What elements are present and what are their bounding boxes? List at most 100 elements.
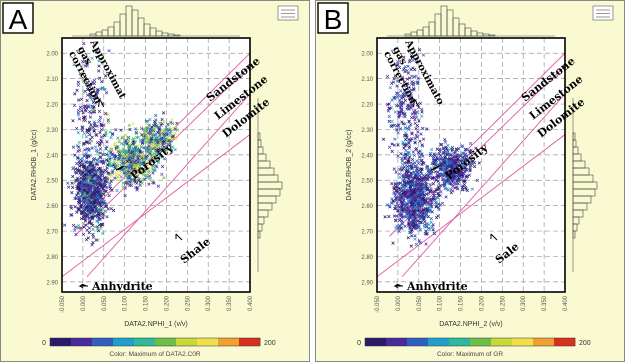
histogram-bar — [488, 34, 496, 37]
data-point — [85, 80, 89, 85]
data-point — [173, 127, 177, 131]
data-point — [66, 185, 71, 189]
data-point — [95, 149, 100, 154]
data-point — [80, 128, 84, 133]
data-point — [142, 173, 146, 177]
data-point — [424, 211, 428, 215]
data-point — [402, 153, 406, 157]
data-point — [103, 209, 107, 213]
data-point — [87, 147, 91, 151]
data-point — [98, 130, 102, 135]
arrow-shale — [175, 233, 183, 241]
data-point — [170, 121, 175, 126]
data-point — [435, 152, 439, 156]
chart-svg: 2.00 2.10 2.20 2.30 2.40 2.50 2.60 2.70 2.80 2.90… — [0, 0, 310, 362]
data-point — [426, 202, 430, 206]
x-tick-label: 0.150 — [144, 295, 150, 311]
data-point — [171, 137, 175, 141]
data-point — [416, 150, 420, 155]
data-point — [84, 140, 88, 144]
data-point — [157, 125, 161, 129]
data-point — [146, 170, 151, 175]
data-point — [104, 189, 108, 194]
data-point — [94, 145, 98, 149]
data-point — [424, 229, 428, 233]
panel-letter: A — [9, 4, 28, 35]
data-point — [96, 120, 101, 124]
y-tick-label: 2.40 — [46, 153, 58, 159]
data-point — [410, 80, 414, 84]
data-point — [93, 168, 97, 172]
data-point — [461, 151, 466, 155]
data-point — [481, 147, 485, 152]
data-point — [168, 131, 173, 135]
data-point — [88, 95, 93, 99]
data-point — [89, 205, 93, 209]
x-tick-label: 0.350 — [542, 295, 548, 311]
data-point — [89, 167, 94, 171]
data-point — [81, 210, 85, 215]
data-point — [387, 106, 392, 110]
data-point — [75, 88, 79, 93]
data-point — [430, 225, 434, 229]
data-point — [424, 177, 428, 181]
data-point — [104, 131, 108, 135]
data-point — [131, 121, 135, 126]
data-point — [79, 191, 83, 195]
data-point — [170, 117, 174, 122]
data-point — [402, 55, 406, 59]
data-point — [136, 156, 140, 160]
y-tick-label: 2.40 — [361, 153, 373, 159]
data-point — [84, 160, 88, 164]
data-point — [456, 157, 460, 162]
data-point — [85, 156, 89, 160]
data-point — [99, 57, 103, 61]
data-point — [90, 56, 94, 60]
data-point — [110, 174, 114, 178]
data-point — [173, 147, 177, 152]
data-point — [406, 215, 410, 220]
data-point — [101, 86, 105, 90]
data-point — [448, 170, 452, 175]
data-point — [418, 196, 422, 201]
data-point — [100, 173, 105, 177]
data-point — [434, 178, 438, 182]
data-point — [140, 145, 144, 149]
data-point — [406, 181, 410, 185]
x-tick-label: 0.150 — [459, 295, 465, 311]
data-point — [442, 183, 446, 187]
data-point — [134, 130, 139, 134]
data-point — [81, 196, 86, 200]
data-point — [85, 130, 90, 135]
colorbar-title: Color: Maximum of DATA2.C0R — [109, 351, 200, 358]
panel-letter: B — [324, 4, 343, 35]
data-point — [439, 167, 443, 171]
lithology-line — [389, 65, 565, 237]
data-point — [422, 225, 427, 229]
data-point — [395, 201, 399, 205]
data-point — [73, 205, 77, 209]
data-point — [386, 109, 391, 113]
data-point — [77, 164, 82, 168]
data-point — [160, 172, 164, 176]
data-point — [84, 59, 88, 64]
y-tick-label: 2.70 — [46, 230, 58, 236]
data-point — [450, 168, 454, 172]
data-point — [171, 134, 175, 138]
plot-border — [61, 37, 251, 293]
data-point — [431, 182, 436, 186]
data-point — [122, 146, 126, 151]
data-point — [437, 207, 441, 212]
data-point — [399, 89, 403, 93]
data-point — [411, 162, 415, 166]
data-point — [397, 113, 401, 118]
colorbar-segment — [428, 338, 450, 346]
data-point — [391, 80, 396, 84]
data-point — [148, 128, 153, 132]
data-point — [167, 126, 172, 130]
data-point — [87, 217, 91, 221]
data-point — [150, 178, 154, 182]
colorbar-title: Color: Maximum of GR — [437, 351, 503, 358]
data-point — [403, 157, 407, 161]
data-point — [146, 119, 150, 123]
